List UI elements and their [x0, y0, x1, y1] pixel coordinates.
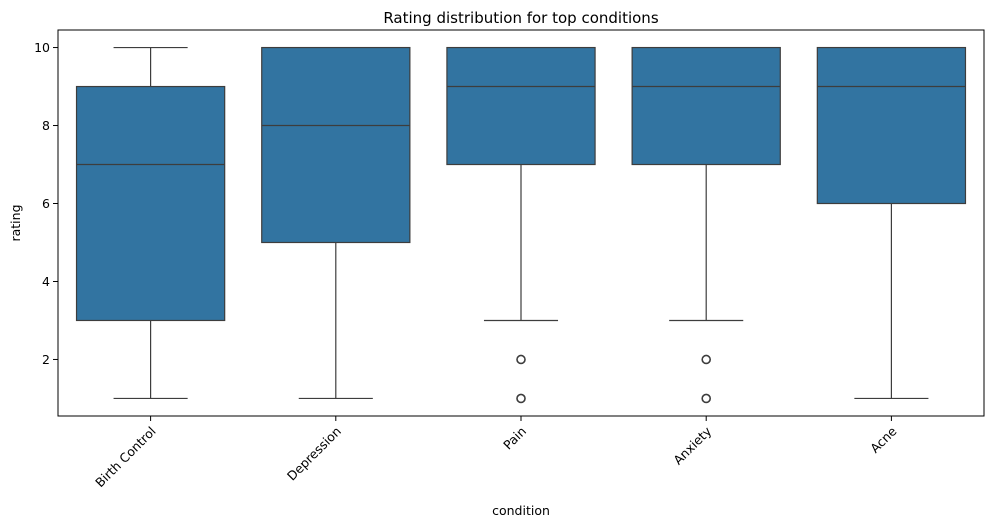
box-group-2 [446, 46, 596, 404]
box-group-1 [261, 46, 411, 400]
x-tick-label: Acne [867, 423, 900, 456]
chart-title: Rating distribution for top conditions [383, 9, 658, 27]
iqr-box [446, 46, 596, 166]
y-axis: 2 4 6 8 10 [34, 40, 58, 367]
x-tick-label: Birth Control [92, 424, 159, 491]
y-tick-label: 2 [42, 352, 50, 367]
x-tick-label: Depression [284, 424, 344, 484]
y-tick-label: 8 [42, 118, 50, 133]
iqr-box [75, 85, 226, 322]
x-axis: Birth Control Depression Pain Anxiety Acne [92, 416, 900, 490]
y-axis-label: rating [8, 204, 23, 241]
iqr-box [816, 46, 967, 205]
y-tick-label: 6 [42, 196, 50, 211]
x-tick-label: Pain [500, 424, 529, 453]
box-group-0 [75, 46, 226, 400]
outlier-point [516, 393, 526, 404]
box-group-4 [816, 46, 967, 400]
iqr-box [261, 46, 411, 244]
x-axis-label: condition [492, 503, 550, 518]
plot-area [75, 46, 967, 404]
outlier-point [516, 354, 526, 365]
outlier-point [701, 354, 712, 365]
y-tick-label: 4 [42, 274, 50, 289]
outlier-point [701, 393, 712, 404]
y-tick-label: 10 [34, 40, 50, 55]
iqr-box [631, 46, 781, 166]
box-group-3 [631, 46, 781, 404]
x-tick-label: Anxiety [670, 423, 715, 468]
